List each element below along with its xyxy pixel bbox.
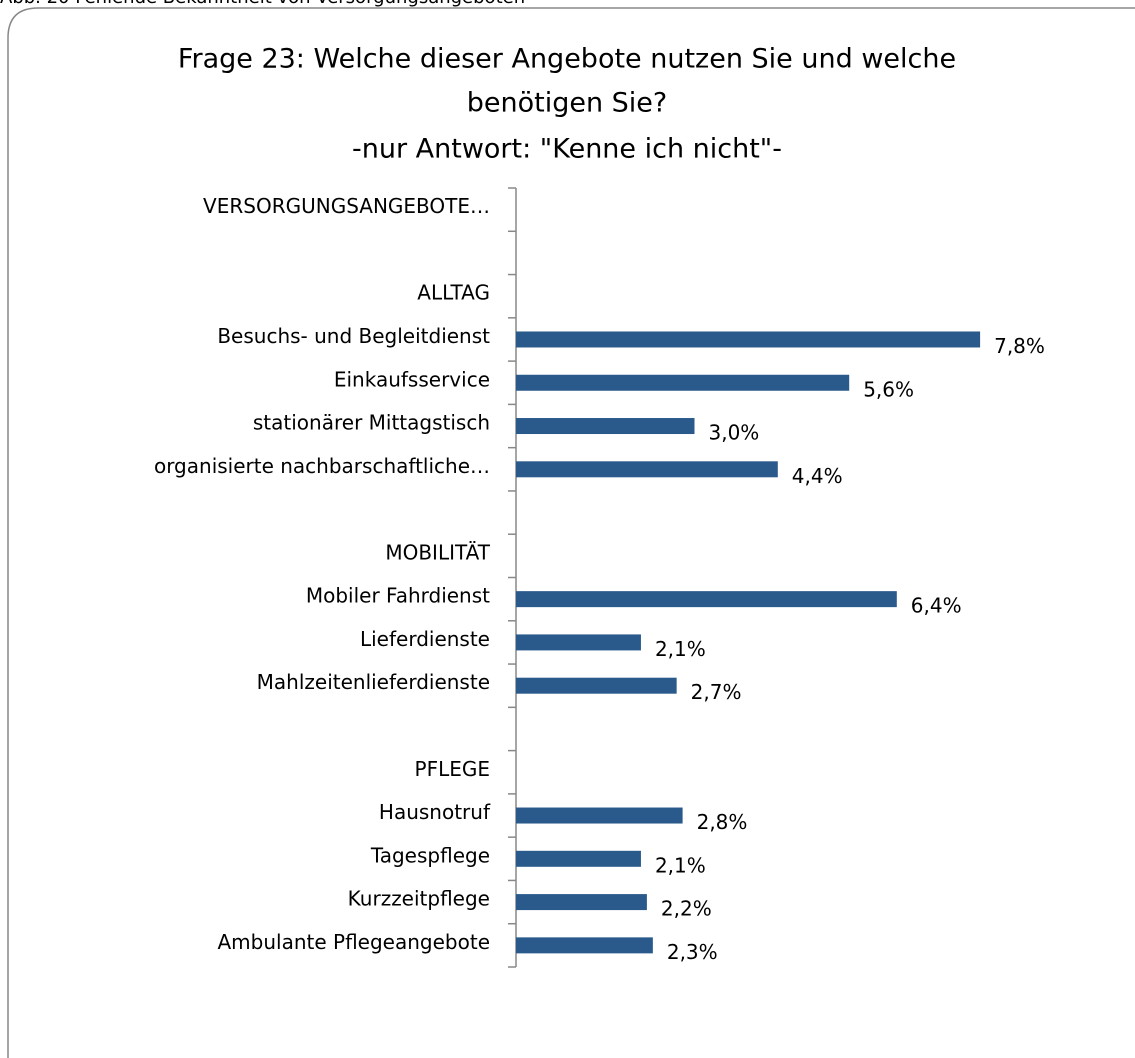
data-label: 3,0% bbox=[709, 421, 760, 445]
caption: Abb. 20 Fehlende Bekanntheit von Versorg… bbox=[0, 0, 525, 8]
bar bbox=[516, 591, 897, 608]
category-label: Mobiler Fahrdienst bbox=[306, 584, 490, 608]
category-label: Mahlzeitenlieferdienste bbox=[257, 670, 490, 694]
category-label: Hausnotruf bbox=[379, 800, 491, 824]
category-label: stationärer Mittagstisch bbox=[253, 411, 490, 435]
data-label: 2,3% bbox=[667, 940, 718, 964]
bar bbox=[516, 677, 677, 694]
category-label: Besuchs- und Begleitdienst bbox=[217, 324, 490, 348]
bar bbox=[516, 937, 653, 954]
chart-title: benötigen Sie? bbox=[467, 88, 668, 119]
chart-subtitle: -nur Antwort: "Kenne ich nicht"- bbox=[352, 134, 782, 165]
category-label: MOBILITÄT bbox=[385, 540, 490, 564]
category-label: Kurzzeitpflege bbox=[348, 887, 490, 911]
category-label: PFLEGE bbox=[415, 757, 490, 781]
bar bbox=[516, 634, 641, 651]
data-label: 5,6% bbox=[863, 377, 914, 401]
data-label: 2,7% bbox=[691, 680, 742, 704]
data-label: 2,1% bbox=[655, 637, 706, 661]
bar bbox=[516, 331, 981, 348]
data-label: 2,2% bbox=[661, 897, 712, 921]
data-label: 2,8% bbox=[697, 810, 748, 834]
bar bbox=[516, 807, 683, 824]
chart-title: Frage 23: Welche dieser Angebote nutzen … bbox=[178, 44, 956, 75]
data-label: 4,4% bbox=[792, 464, 843, 488]
category-label: Lieferdienste bbox=[360, 627, 490, 651]
bar bbox=[516, 894, 647, 911]
bar bbox=[516, 374, 850, 391]
category-label: organisierte nachbarschaftliche… bbox=[154, 454, 490, 478]
category-label: Einkaufsservice bbox=[334, 367, 490, 391]
category-label: VERSORGUNGSANGEBOTE… bbox=[203, 194, 490, 218]
bar bbox=[516, 461, 778, 478]
category-label: Ambulante Pflegeangebote bbox=[218, 930, 491, 954]
category-label: Tagespflege bbox=[370, 843, 490, 867]
data-label: 2,1% bbox=[655, 853, 706, 877]
data-label: 7,8% bbox=[994, 334, 1045, 358]
chart-frame bbox=[7, 7, 1135, 1058]
bar bbox=[516, 418, 695, 435]
category-label: ALLTAG bbox=[417, 281, 490, 305]
bar bbox=[516, 850, 641, 867]
data-label: 6,4% bbox=[911, 594, 962, 618]
